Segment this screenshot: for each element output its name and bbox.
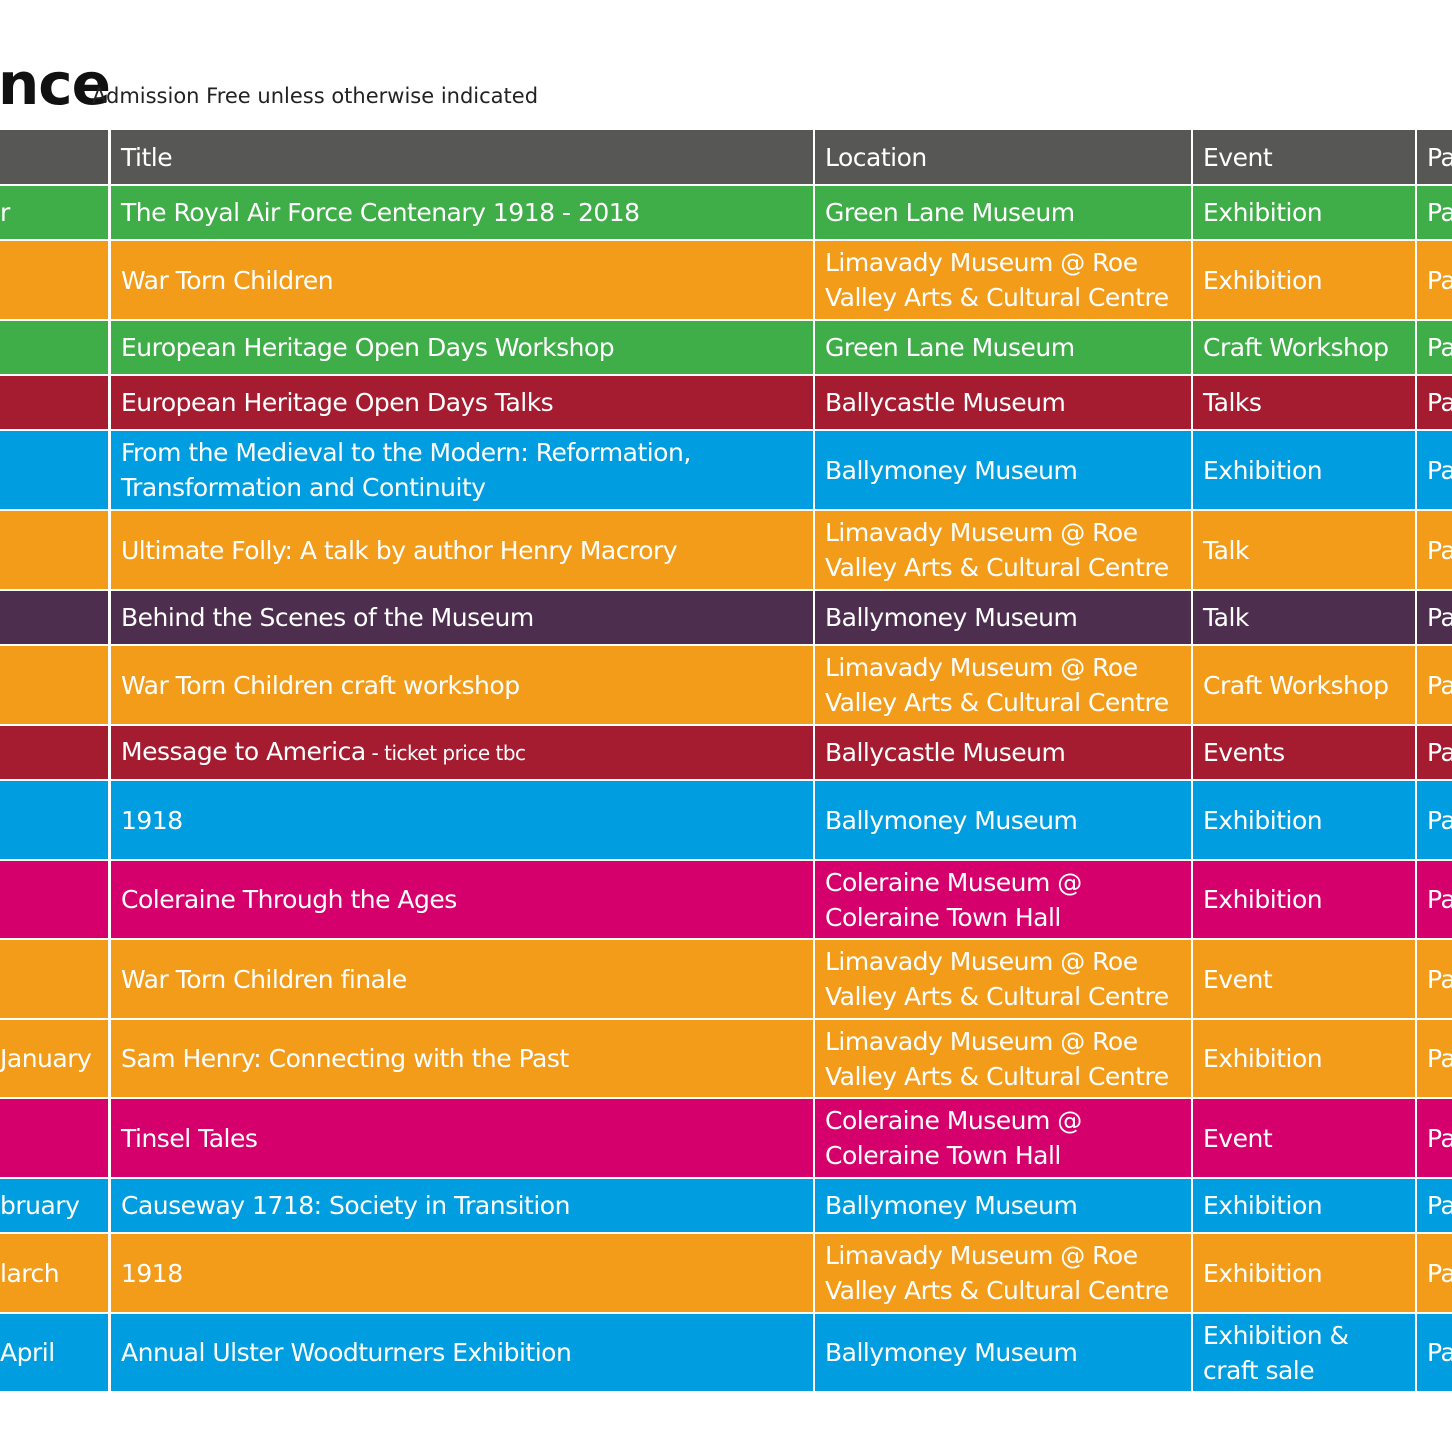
date-cell: [0, 646, 108, 724]
header-cell: Location: [815, 130, 1191, 184]
event-cell: Event: [1193, 1099, 1415, 1177]
date-cell: [0, 781, 108, 859]
extra-cell: Pa: [1417, 1314, 1452, 1391]
extra-cell: Pa: [1417, 1179, 1452, 1232]
date-cell: January: [0, 1020, 108, 1097]
location-cell: Coleraine Museum @ Coleraine Town Hall: [815, 1099, 1191, 1177]
event-cell: Events: [1193, 726, 1415, 779]
title-cell: 1918: [111, 781, 813, 859]
extra-cell: Pa: [1417, 1020, 1452, 1097]
location-cell: Ballymoney Museum: [815, 431, 1191, 509]
date-cell: [0, 431, 108, 509]
event-cell: Exhibition: [1193, 186, 1415, 239]
header-cell: [0, 130, 108, 184]
title-cell: The Royal Air Force Centenary 1918 - 201…: [111, 186, 813, 239]
date-cell: [0, 321, 108, 374]
event-cell: Craft Workshop: [1193, 646, 1415, 724]
date-cell: [0, 1099, 108, 1177]
header-cell: Event: [1193, 130, 1415, 184]
date-cell: [0, 241, 108, 319]
event-cell: Exhibition: [1193, 861, 1415, 938]
title-cell: European Heritage Open Days Workshop: [111, 321, 813, 374]
event-cell: Craft Workshop: [1193, 321, 1415, 374]
title-cell: Annual Ulster Woodturners Exhibition: [111, 1314, 813, 1391]
extra-cell: Pa: [1417, 186, 1452, 239]
event-cell: Exhibition & craft sale: [1193, 1314, 1415, 1391]
event-cell: Exhibition: [1193, 431, 1415, 509]
event-cell: Exhibition: [1193, 1179, 1415, 1232]
event-cell: Talk: [1193, 591, 1415, 644]
extra-cell: Pa: [1417, 861, 1452, 938]
location-cell: Limavady Museum @ Roe Valley Arts & Cult…: [815, 646, 1191, 724]
title-cell: Behind the Scenes of the Museum: [111, 591, 813, 644]
extra-cell: Pa: [1417, 376, 1452, 429]
header-cell: Pa: [1417, 130, 1452, 184]
event-cell: Talks: [1193, 376, 1415, 429]
date-cell: [0, 940, 108, 1018]
event-cell: Talk: [1193, 511, 1415, 589]
extra-cell: Pa: [1417, 726, 1452, 779]
title-cell: War Torn Children finale: [111, 940, 813, 1018]
date-cell: larch: [0, 1234, 108, 1312]
location-cell: Green Lane Museum: [815, 186, 1191, 239]
date-cell: [0, 511, 108, 589]
event-cell: Exhibition: [1193, 781, 1415, 859]
date-cell: [0, 376, 108, 429]
date-cell: [0, 726, 108, 779]
title-cell: Sam Henry: Connecting with the Past: [111, 1020, 813, 1097]
extra-cell: Pa: [1417, 781, 1452, 859]
title-cell: Message to America - ticket price tbc: [111, 726, 813, 779]
title-cell: From the Medieval to the Modern: Reforma…: [111, 431, 813, 509]
title-cell: European Heritage Open Days Talks: [111, 376, 813, 429]
title-text: Message to America: [121, 737, 366, 766]
title-cell: War Torn Children craft workshop: [111, 646, 813, 724]
location-cell: Ballymoney Museum: [815, 1179, 1191, 1232]
event-cell: Exhibition: [1193, 241, 1415, 319]
location-cell: Ballymoney Museum: [815, 591, 1191, 644]
location-cell: Limavady Museum @ Roe Valley Arts & Cult…: [815, 241, 1191, 319]
extra-cell: Pa: [1417, 646, 1452, 724]
heading: nce: [0, 50, 111, 118]
date-cell: [0, 591, 108, 644]
location-cell: Ballymoney Museum: [815, 1314, 1191, 1391]
location-cell: Green Lane Museum: [815, 321, 1191, 374]
title-cell: 1918: [111, 1234, 813, 1312]
title-cell: Causeway 1718: Society in Transition: [111, 1179, 813, 1232]
event-cell: Exhibition: [1193, 1020, 1415, 1097]
location-cell: Coleraine Museum @ Coleraine Town Hall: [815, 861, 1191, 938]
location-cell: Limavady Museum @ Roe Valley Arts & Cult…: [815, 1020, 1191, 1097]
event-cell: Exhibition: [1193, 1234, 1415, 1312]
date-cell: [0, 861, 108, 938]
extra-cell: Pa: [1417, 1234, 1452, 1312]
extra-cell: Pa: [1417, 241, 1452, 319]
title-wrap: Message to America - ticket price tbc: [121, 734, 526, 771]
location-cell: Limavady Museum @ Roe Valley Arts & Cult…: [815, 511, 1191, 589]
subtitle: Admission Free unless otherwise indicate…: [92, 84, 539, 108]
date-cell: April: [0, 1314, 108, 1391]
date-cell: r: [0, 186, 108, 239]
extra-cell: Pa: [1417, 940, 1452, 1018]
location-cell: Ballycastle Museum: [815, 726, 1191, 779]
title-cell: War Torn Children: [111, 241, 813, 319]
date-cell: bruary: [0, 1179, 108, 1232]
title-note: - ticket price tbc: [365, 741, 527, 765]
event-cell: Event: [1193, 940, 1415, 1018]
location-cell: Limavady Museum @ Roe Valley Arts & Cult…: [815, 1234, 1191, 1312]
location-cell: Ballycastle Museum: [815, 376, 1191, 429]
title-cell: Tinsel Tales: [111, 1099, 813, 1177]
location-cell: Ballymoney Museum: [815, 781, 1191, 859]
title-cell: Coleraine Through the Ages: [111, 861, 813, 938]
extra-cell: Pa: [1417, 591, 1452, 644]
extra-cell: Pa: [1417, 1099, 1452, 1177]
header-cell: Title: [111, 130, 813, 184]
extra-cell: Pa: [1417, 321, 1452, 374]
title-cell: Ultimate Folly: A talk by author Henry M…: [111, 511, 813, 589]
extra-cell: Pa: [1417, 431, 1452, 509]
location-cell: Limavady Museum @ Roe Valley Arts & Cult…: [815, 940, 1191, 1018]
extra-cell: Pa: [1417, 511, 1452, 589]
